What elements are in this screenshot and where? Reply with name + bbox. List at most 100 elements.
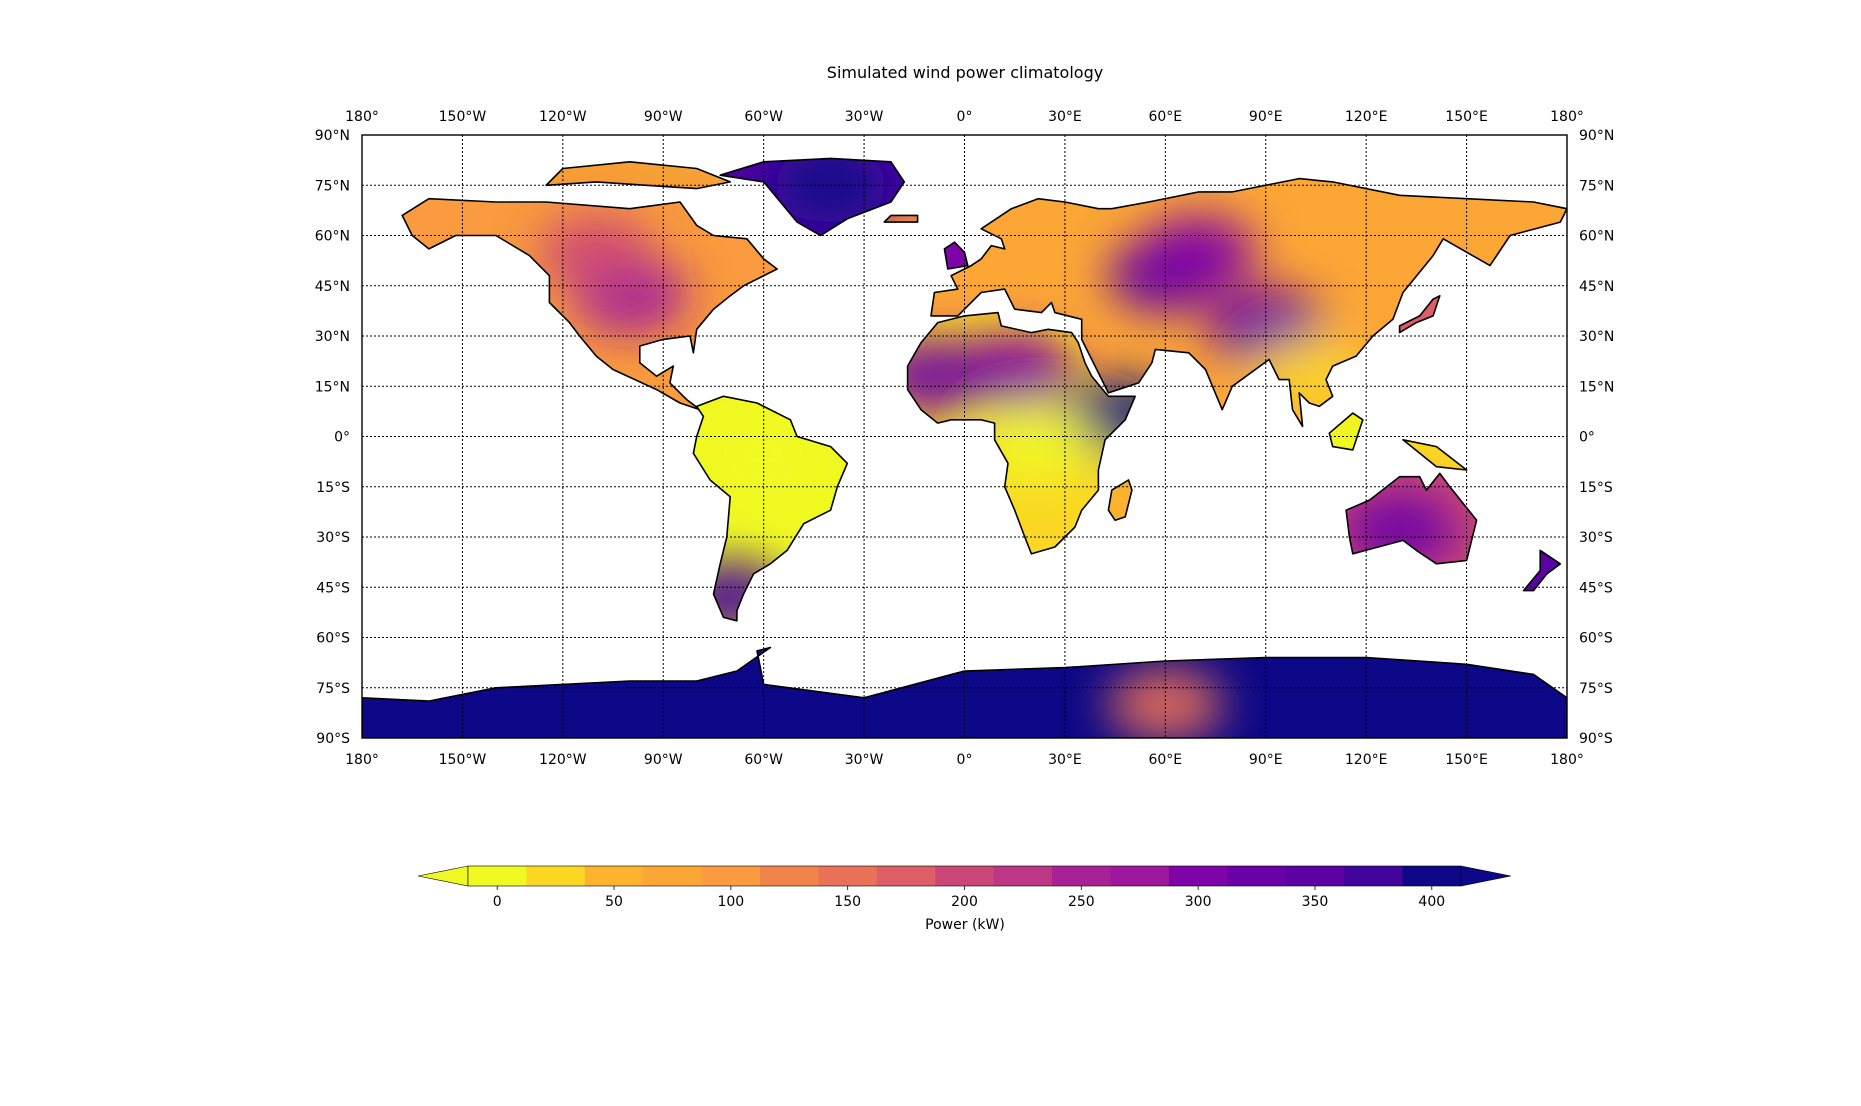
- lon-tick-label: 150°E: [1445, 752, 1488, 768]
- colorbar: 0 50 100 150 200 250 300 350 400: [417, 865, 1512, 910]
- colorbar-segment: [1052, 866, 1112, 886]
- lat-tick-label: 0°: [1579, 430, 1595, 446]
- coastline: [943, 241, 969, 270]
- colorbar-tick-label: 0: [493, 894, 502, 910]
- colorbar-tick-label: 350: [1302, 894, 1329, 910]
- lon-tick-label: 30°W: [845, 109, 884, 125]
- colorbar-segment: [584, 866, 644, 886]
- lat-tick-label: 60°N: [1579, 229, 1614, 245]
- gridlines: [362, 135, 1567, 738]
- lon-tick-label: 30°E: [1048, 109, 1082, 125]
- lat-tick-label: 0°: [334, 430, 350, 446]
- colorbar-tick-label: 50: [605, 894, 623, 910]
- land-fill: [1403, 439, 1467, 470]
- colorbar-extend-max: [1460, 865, 1512, 887]
- coastline: [1398, 294, 1441, 334]
- wind-field: [907, 312, 1136, 485]
- land-fill: [1108, 480, 1132, 521]
- colorbar-segment: [760, 866, 819, 886]
- coastline: [1107, 479, 1133, 522]
- colorbar-tick-label: 150: [834, 894, 861, 910]
- land-british-isles: [943, 241, 969, 270]
- land-australia: [1345, 472, 1478, 565]
- land-fill: [1329, 413, 1363, 450]
- lon-tick-label: 150°W: [439, 752, 487, 768]
- lat-tick-label: 90°N: [1579, 128, 1614, 144]
- lat-tick-label: 30°N: [315, 329, 350, 345]
- coastline: [1328, 412, 1364, 451]
- land-iceland: [883, 214, 919, 223]
- lon-tick-label: 120°E: [1345, 752, 1388, 768]
- coastline: [1522, 549, 1562, 592]
- map-frame: [361, 134, 1568, 739]
- lon-tick-label: 90°W: [644, 109, 683, 125]
- lon-tick-label: 120°E: [1345, 109, 1388, 125]
- coastline: [362, 646, 1567, 738]
- coastline: [401, 197, 778, 411]
- lat-tick-label: 15°N: [1579, 379, 1614, 395]
- colorbar-segment: [1168, 866, 1228, 886]
- lat-tick-label: 75°S: [316, 681, 350, 697]
- colorbar-segment: [876, 866, 936, 886]
- lat-tick-label: 30°S: [1579, 530, 1613, 546]
- colorbar-segment: [1227, 866, 1287, 886]
- lon-tick-label: 60°W: [744, 109, 783, 125]
- wind-cell: [980, 408, 1097, 485]
- lon-tick-label: 60°W: [744, 752, 783, 768]
- lon-tick-labels: 180° 180° 150°W 150°W 120°W 120°W 90°W 90°W 60°W…: [345, 109, 1584, 768]
- colorbar-segment: [1110, 866, 1170, 886]
- lat-tick-label: 60°N: [315, 229, 350, 245]
- colorbar-tick-label: 100: [717, 894, 744, 910]
- land-madagascar: [1107, 479, 1133, 522]
- lon-tick-label: 60°E: [1148, 752, 1182, 768]
- lon-tick-label: 180°: [1550, 752, 1584, 768]
- colorbar-tick-label: 400: [1418, 894, 1445, 910]
- lon-tick-label: 90°E: [1249, 109, 1283, 125]
- lat-tick-label: 90°N: [315, 128, 350, 144]
- lat-tick-label: 90°S: [1579, 731, 1613, 747]
- coastline: [719, 157, 906, 237]
- lon-tick-label: 120°W: [539, 752, 587, 768]
- lat-tick-label: 15°S: [316, 480, 350, 496]
- wind-field: [538, 198, 778, 334]
- land-fill: [1399, 295, 1440, 333]
- colorbar-tick-label: 250: [1068, 894, 1095, 910]
- coastline: [906, 311, 1136, 555]
- colorbar-segment: [468, 866, 527, 886]
- lat-tick-label: 75°N: [315, 178, 350, 194]
- lat-tick-label: 75°N: [1579, 178, 1614, 194]
- lon-tick-label: 90°W: [644, 752, 683, 768]
- colorbar-segment: [935, 866, 995, 886]
- land-fill: [944, 242, 968, 269]
- lat-tick-label: 15°N: [315, 379, 350, 395]
- lon-tick-label: 150°W: [439, 109, 487, 125]
- lat-tick-label: 45°S: [316, 580, 350, 596]
- lat-tick-labels: 90°N 90°N 75°N 75°N 60°N 60°N 45°N 45°N 30°N 30°N…: [315, 128, 1615, 747]
- colorbar-segment: [1344, 866, 1404, 886]
- lat-tick-label: 45°N: [1579, 279, 1614, 295]
- colorbar-segment: [1285, 866, 1345, 886]
- lat-tick-label: 90°S: [316, 731, 350, 747]
- lon-tick-label: 0°: [957, 109, 973, 125]
- land-canadian-arctic: [545, 161, 732, 190]
- colorbar-segment: [643, 866, 703, 886]
- wind-cell: [1140, 214, 1257, 291]
- map-panel: 180° 180° 150°W 150°W 120°W 120°W 90°W 90°W 60°W…: [315, 109, 1615, 768]
- lat-tick-label: 45°N: [315, 279, 350, 295]
- land-new-guinea: [1402, 438, 1468, 471]
- coastline: [930, 177, 1567, 428]
- lat-tick-label: 60°S: [1579, 631, 1613, 647]
- lon-tick-label: 180°: [1550, 109, 1584, 125]
- lon-tick-label: 120°W: [539, 109, 587, 125]
- wind-cell: [538, 214, 655, 291]
- colorbar-segment: [526, 866, 586, 886]
- lat-tick-label: 75°S: [1579, 681, 1613, 697]
- coastline: [692, 395, 849, 622]
- lon-tick-label: 150°E: [1445, 109, 1488, 125]
- land-new-zealand: [1522, 549, 1562, 592]
- lat-tick-label: 60°S: [316, 631, 350, 647]
- lon-tick-label: 30°W: [845, 752, 884, 768]
- lon-tick-label: 60°E: [1148, 109, 1182, 125]
- lon-tick-label: 90°E: [1249, 752, 1283, 768]
